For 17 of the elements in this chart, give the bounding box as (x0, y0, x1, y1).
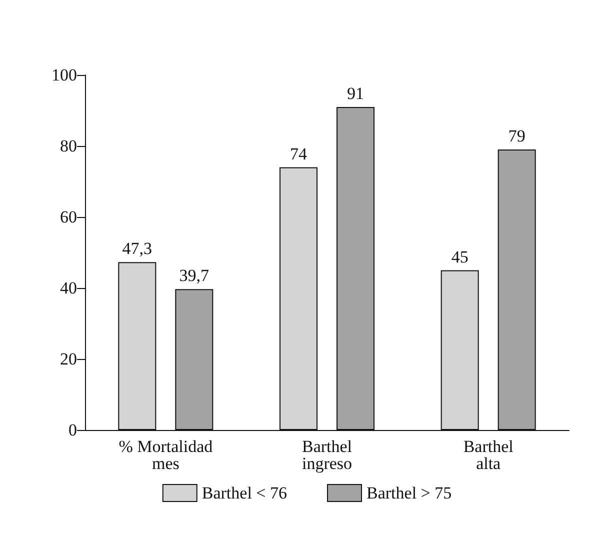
y-tick-label: 60 (60, 208, 77, 226)
data-label: 39,7 (179, 266, 210, 286)
y-tick-label: 40 (60, 278, 77, 298)
data-label: 79 (508, 126, 526, 146)
x-tick-label: Barthel alta (463, 437, 514, 473)
y-tick-label: 100 (52, 66, 77, 84)
y-tick-label: 0 (68, 420, 77, 440)
data-label: 74 (290, 144, 308, 164)
x-tick-label: Barthel ingreso (302, 437, 352, 473)
data-label: 91 (347, 84, 364, 103)
data-label: 47,3 (122, 239, 152, 258)
x-tick-label: % Mortalidad mes (118, 437, 214, 473)
legend-label: Barthel > 75 (366, 484, 452, 502)
y-tick-label: 20 (60, 350, 77, 368)
legend-label: Barthel < 76 (202, 484, 287, 502)
y-tick-label: 80 (60, 136, 77, 156)
data-label: 45 (451, 247, 468, 266)
